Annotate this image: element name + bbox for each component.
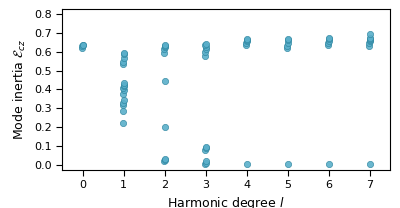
- Point: [202, 148, 208, 151]
- Point: [120, 122, 126, 125]
- Point: [121, 83, 127, 86]
- Point: [325, 41, 332, 45]
- Point: [367, 37, 373, 41]
- Point: [161, 79, 168, 83]
- Point: [161, 125, 168, 129]
- Point: [285, 39, 291, 42]
- Point: [120, 93, 126, 96]
- Point: [80, 43, 86, 46]
- Point: [202, 161, 209, 165]
- Point: [203, 45, 209, 49]
- Point: [202, 146, 209, 150]
- Point: [202, 47, 209, 51]
- Point: [203, 159, 209, 163]
- Point: [202, 50, 208, 53]
- Point: [366, 42, 372, 45]
- Point: [366, 32, 373, 36]
- Point: [162, 43, 168, 46]
- Point: [244, 37, 250, 41]
- Point: [203, 42, 209, 46]
- Point: [162, 45, 168, 48]
- Point: [120, 61, 126, 64]
- Point: [366, 162, 373, 166]
- Point: [243, 43, 249, 47]
- Point: [121, 84, 127, 87]
- Point: [161, 158, 168, 162]
- Point: [162, 45, 168, 49]
- X-axis label: Harmonic degree $l$: Harmonic degree $l$: [167, 196, 285, 208]
- Point: [244, 40, 250, 43]
- Point: [121, 51, 128, 54]
- Point: [366, 40, 373, 43]
- Point: [203, 145, 209, 149]
- Point: [120, 89, 127, 92]
- Point: [161, 51, 167, 54]
- Point: [161, 47, 168, 51]
- Point: [325, 162, 332, 166]
- Point: [120, 101, 126, 104]
- Point: [244, 39, 250, 42]
- Point: [80, 43, 86, 46]
- Point: [120, 98, 127, 102]
- Point: [326, 37, 332, 41]
- Point: [367, 37, 374, 40]
- Point: [284, 162, 291, 166]
- Point: [285, 37, 292, 41]
- Y-axis label: Mode inertia $\mathcal{E}_{cz}$: Mode inertia $\mathcal{E}_{cz}$: [12, 39, 28, 140]
- Point: [243, 42, 250, 45]
- Point: [325, 43, 331, 46]
- Point: [367, 38, 373, 42]
- Point: [120, 62, 126, 66]
- Point: [366, 44, 372, 47]
- Point: [326, 39, 332, 43]
- Point: [202, 162, 208, 166]
- Point: [79, 44, 86, 47]
- Point: [326, 37, 332, 40]
- Point: [121, 81, 128, 84]
- Point: [161, 159, 167, 163]
- Point: [284, 42, 291, 45]
- Point: [284, 46, 290, 50]
- Point: [121, 52, 127, 55]
- Point: [202, 43, 208, 47]
- Point: [243, 162, 250, 166]
- Point: [78, 46, 85, 50]
- Point: [284, 44, 290, 47]
- Point: [120, 103, 126, 106]
- Point: [120, 57, 127, 60]
- Point: [162, 157, 168, 161]
- Point: [120, 109, 126, 113]
- Point: [202, 55, 208, 58]
- Point: [120, 86, 126, 89]
